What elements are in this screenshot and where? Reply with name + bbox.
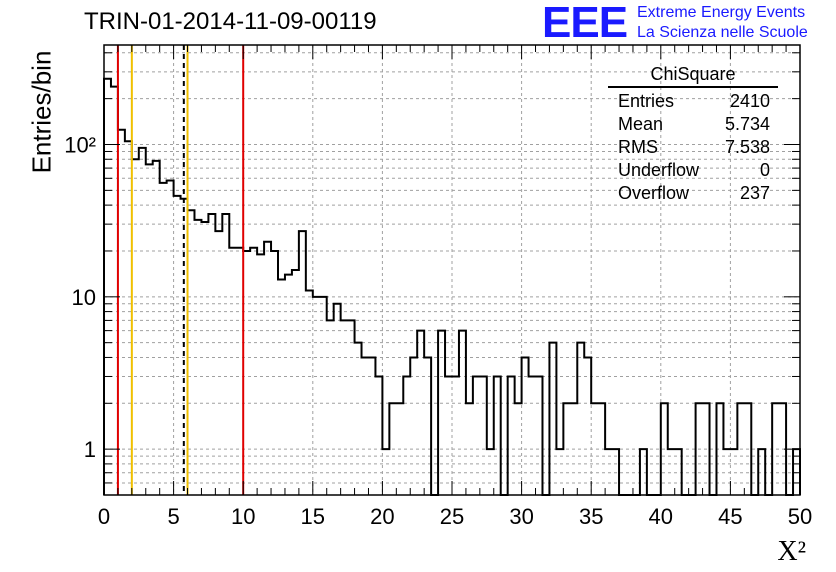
- stats-row-mean: Mean 5.734: [608, 113, 778, 136]
- stats-box-title: ChiSquare: [608, 64, 778, 88]
- stats-row-overflow: Overflow 237: [608, 182, 778, 205]
- logo-line-2: La Scienza nelle Scuole: [637, 24, 808, 41]
- stats-label: RMS: [618, 137, 658, 157]
- stats-value: 0: [759, 160, 770, 180]
- y-axis-label: Entries/bin: [26, 50, 57, 174]
- stats-value: 5.734: [724, 114, 770, 134]
- x-tick-label: 10: [231, 504, 255, 529]
- stats-label: Underflow: [618, 160, 700, 180]
- x-tick-label: 45: [718, 504, 742, 529]
- stats-row-entries: Entries 2410: [608, 90, 778, 113]
- x-axis-label: X²: [777, 536, 806, 567]
- stats-row-underflow: Underflow 0: [608, 159, 778, 182]
- x-tick-label: 35: [579, 504, 603, 529]
- stats-value: 237: [739, 183, 770, 203]
- x-tick-label: 5: [167, 504, 179, 529]
- x-tick-label: 0: [98, 504, 110, 529]
- stats-value: 7.538: [724, 137, 770, 157]
- x-tick-label: 40: [649, 504, 673, 529]
- logo-line-1: Extreme Energy Events: [637, 4, 806, 21]
- y-tick-label: 1: [84, 437, 96, 462]
- stats-label: Mean: [618, 114, 664, 134]
- x-tick-label: 25: [440, 504, 464, 529]
- eee-logo: EEE Extreme Energy Events La Scienza nel…: [542, 0, 832, 47]
- x-tick-label: 20: [370, 504, 394, 529]
- y-tick-label: 10²: [64, 132, 96, 157]
- eee-logo-mark: EEE: [542, 0, 628, 47]
- stats-row-rms: RMS 7.538: [608, 136, 778, 159]
- stats-label: Overflow: [618, 183, 690, 203]
- x-tick-label: 30: [509, 504, 533, 529]
- chart-title: TRIN-01-2014-11-09-00119: [84, 8, 377, 35]
- y-tick-label: 10: [72, 285, 96, 310]
- x-tick-label: 50: [788, 504, 812, 529]
- stats-label: Entries: [618, 91, 675, 111]
- x-tick-label: 15: [301, 504, 325, 529]
- stats-box: ChiSquare Entries 2410 Mean 5.734 RMS 7.…: [608, 64, 778, 205]
- stats-value: 2410: [729, 91, 770, 111]
